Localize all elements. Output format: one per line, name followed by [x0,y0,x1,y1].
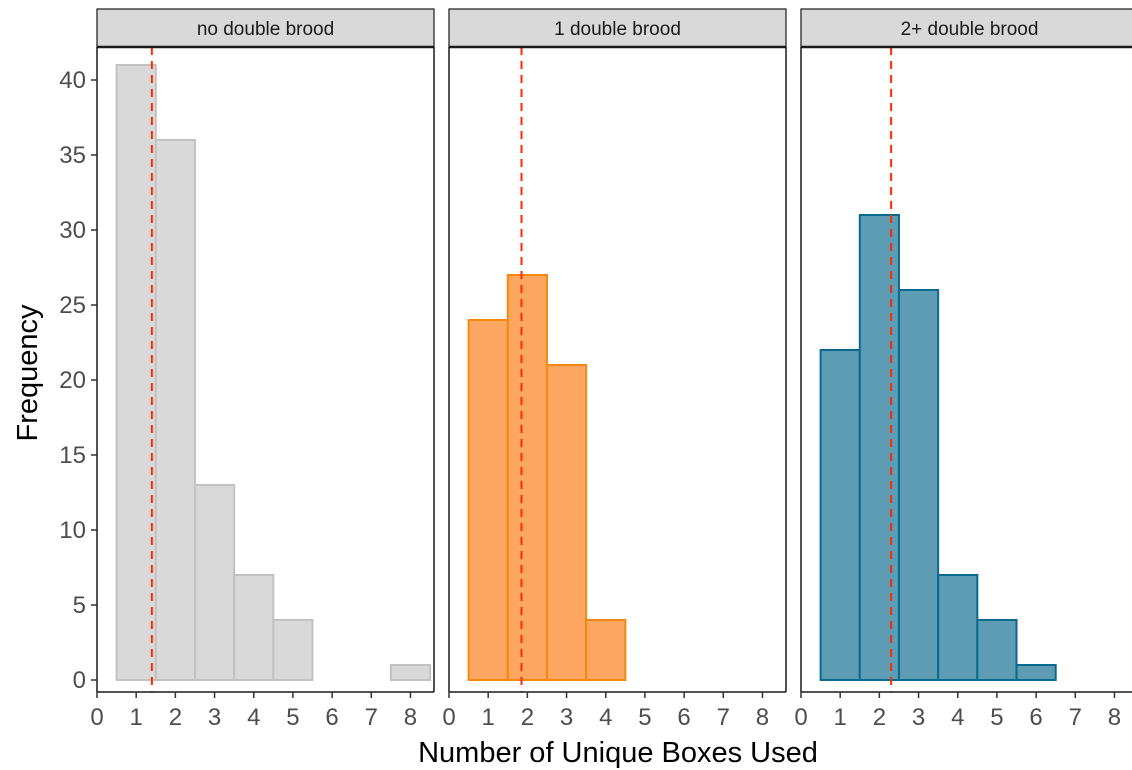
x-tick-label: 5 [990,704,1003,731]
x-tick-label: 4 [247,704,260,731]
x-tick-label: 6 [677,704,690,731]
x-tick-label: 3 [912,704,925,731]
histogram-bar [506,274,548,681]
x-tick-label: 8 [404,704,417,731]
strip-label: no double brood [197,19,334,40]
histogram-bar [1015,664,1057,681]
x-tick-label: 5 [638,704,651,731]
y-tick-label: 5 [73,592,86,619]
x-tick-label: 6 [325,704,338,731]
y-tick-label: 0 [73,667,86,694]
x-tick-label: 4 [951,704,964,731]
panel-2plus-double-brood: 2+ double brood 0 1 2 3 4 5 6 7 8 [794,8,1132,731]
y-tick-label: 35 [59,142,86,169]
histogram-bar [389,664,432,681]
x-tick-label: 1 [834,704,847,731]
histogram-bar [897,289,940,681]
x-tick-label: 7 [1069,704,1082,731]
histogram-bar [272,619,314,681]
y-tick-label: 10 [59,517,86,544]
panel-no-double-brood: no double brood 0 1 2 3 4 5 6 7 8 [90,8,435,731]
strip-background [800,8,1132,48]
x-tick-label: 0 [90,704,103,731]
strip-label: 2+ double brood [901,19,1039,40]
y-tick-label: 25 [59,292,86,319]
histogram-bar [233,574,275,681]
x-tick-label: 2 [873,704,886,731]
strip-background [96,8,435,48]
histogram-bar [115,64,157,681]
histogram-bar [545,364,588,681]
x-tick-label: 5 [286,704,299,731]
x-tick-label: 3 [208,704,221,731]
y-tick-label: 15 [59,442,86,469]
histogram-bar [585,619,627,681]
x-tick-label: 1 [482,704,495,731]
x-tick-label: 2 [169,704,182,731]
histogram-bar [858,214,900,681]
histogram-bar [193,484,236,681]
x-tick-label: 0 [442,704,455,731]
y-axis-title: Frequency [12,304,44,442]
x-tick-label: 6 [1029,704,1042,731]
x-tick-label: 0 [794,704,807,731]
strip-label: 1 double brood [554,19,681,40]
x-tick-label: 3 [560,704,573,731]
x-tick-label: 8 [756,704,769,731]
strip-background [448,8,787,48]
y-tick-label: 40 [59,67,86,94]
x-tick-label: 7 [717,704,730,731]
y-tick-label: 30 [59,217,86,244]
histogram-bar [467,319,509,681]
histogram-bar [976,619,1018,681]
x-tick-label: 2 [521,704,534,731]
x-tick-label: 7 [365,704,378,731]
x-axis-title: Number of Unique Boxes Used [418,737,818,769]
y-axis: 0 5 10 15 20 25 30 35 40 [59,67,97,694]
histogram-bar [819,349,861,681]
x-tick-label: 8 [1108,704,1121,731]
panel-1-double-brood: 1 double brood 0 1 2 3 4 5 6 7 8 [442,8,787,731]
histogram-bar [937,574,979,681]
histogram-bar [154,139,196,681]
y-tick-label: 20 [59,367,86,394]
x-tick-label: 1 [130,704,143,731]
x-tick-label: 4 [599,704,612,731]
